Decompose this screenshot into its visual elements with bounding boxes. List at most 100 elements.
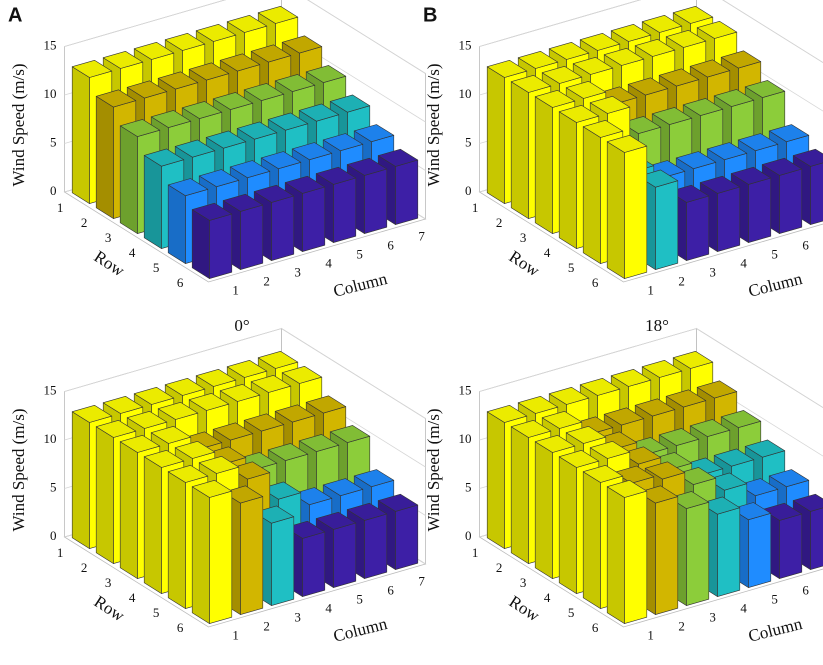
- bar-top: [603, 407, 645, 426]
- bar-top: [157, 401, 199, 420]
- bar-top: [713, 448, 755, 467]
- bar-front: [271, 516, 295, 606]
- column-tick-label: 7: [418, 573, 425, 588]
- bar-side: [510, 81, 529, 219]
- row-tick-label: 4: [544, 590, 551, 605]
- bar-top: [672, 6, 714, 24]
- bar-top: [792, 148, 823, 167]
- z-tick-label: 15: [44, 37, 57, 52]
- bar-top: [95, 89, 137, 108]
- row-tick-label: 4: [129, 590, 136, 605]
- row-tick-label: 6: [592, 620, 599, 635]
- bar-top: [579, 377, 621, 396]
- z-axis-label: Wind Speed (m/s): [9, 63, 28, 186]
- bar-top: [195, 368, 237, 387]
- bar-top: [274, 74, 316, 92]
- z-tick-label: 5: [465, 134, 472, 149]
- chart-panel: 0 5 10 15 1 2 3 4 5 6 1 2 3 4 5 6 7 Wind Speed (m/s) Row Co…: [9, 327, 427, 646]
- bar-top: [675, 151, 717, 169]
- bar-top: [71, 59, 113, 78]
- z-tick-label: 0: [50, 183, 57, 198]
- bar-side: [534, 441, 553, 579]
- column-tick-label: 6: [802, 582, 809, 597]
- bar-top: [534, 434, 576, 453]
- bar-top: [250, 44, 292, 63]
- z-tick-label: 15: [459, 382, 472, 397]
- row-tick-label: 5: [153, 605, 160, 620]
- bar-side: [143, 456, 162, 594]
- z-tick-label: 0: [50, 528, 57, 543]
- bar-top: [281, 35, 323, 54]
- column-axis-label: Column: [746, 614, 804, 646]
- bar-top: [322, 133, 364, 151]
- bar-top: [558, 449, 600, 468]
- column-tick-label: 3: [709, 609, 716, 624]
- z-tick-label: 0: [465, 528, 472, 543]
- z-tick-label: 10: [44, 86, 57, 101]
- bar-top: [699, 175, 741, 194]
- bar-top: [188, 62, 230, 81]
- bar-side: [606, 486, 625, 624]
- bar-top: [284, 175, 326, 194]
- column-tick-label: 4: [325, 600, 332, 615]
- panel-label: B: [423, 4, 437, 26]
- bar-front: [271, 195, 295, 261]
- bar-top: [486, 404, 528, 423]
- bar-top: [548, 41, 590, 60]
- bar-top: [243, 413, 285, 432]
- bar-front: [209, 213, 233, 279]
- bar-side: [71, 411, 90, 549]
- row-tick-label: 1: [472, 545, 479, 560]
- bar-top: [620, 446, 662, 465]
- column-tick-label: 4: [740, 255, 747, 270]
- bar-front: [686, 195, 710, 261]
- bar-top: [143, 449, 185, 468]
- bar-top: [486, 59, 528, 78]
- bar-top: [761, 157, 803, 176]
- column-axis-label: Column: [746, 269, 804, 301]
- bar-top: [250, 374, 292, 393]
- bar-top: [167, 464, 209, 483]
- column-tick-label: 3: [294, 609, 301, 624]
- bar-top: [329, 94, 371, 113]
- bar-front: [810, 507, 823, 570]
- bar-top: [267, 443, 309, 461]
- z-tick-label: 10: [459, 431, 472, 446]
- row-tick-label: 1: [57, 545, 64, 560]
- z-tick-label: 5: [50, 134, 57, 149]
- z-tick-label: 10: [44, 431, 57, 446]
- column-tick-label: 7: [418, 228, 425, 243]
- bar-top: [291, 142, 333, 160]
- bar-top: [761, 502, 803, 521]
- row-tick-label: 3: [105, 230, 112, 245]
- bar-top: [257, 6, 299, 24]
- z-tick-label: 15: [459, 37, 472, 52]
- bar-top: [706, 472, 748, 491]
- bar-top: [668, 491, 710, 509]
- bar-top: [634, 398, 676, 417]
- row-tick-label: 5: [568, 605, 575, 620]
- bar-side: [167, 184, 186, 264]
- bar-top: [253, 505, 295, 524]
- bar-top: [164, 377, 206, 396]
- column-tick-label: 4: [740, 600, 747, 615]
- column-tick-label: 6: [802, 237, 809, 252]
- bar-top: [603, 47, 645, 66]
- bar-top: [658, 428, 700, 446]
- bar-front: [240, 204, 264, 270]
- z-tick-label: 15: [44, 382, 57, 397]
- bar-top: [253, 184, 295, 203]
- bar-side: [606, 141, 625, 279]
- row-tick-label: 6: [592, 275, 599, 290]
- bar-top: [644, 461, 686, 480]
- bar-top: [305, 395, 347, 414]
- bar-top: [243, 83, 285, 101]
- bar-top: [222, 485, 264, 504]
- bar-side: [486, 66, 505, 204]
- panel-caption: 0°: [234, 316, 249, 335]
- bar-front: [748, 512, 772, 588]
- row-tick-label: 2: [81, 215, 88, 230]
- bar-top: [534, 90, 576, 108]
- bar-top: [219, 383, 261, 402]
- bar-front: [717, 186, 741, 252]
